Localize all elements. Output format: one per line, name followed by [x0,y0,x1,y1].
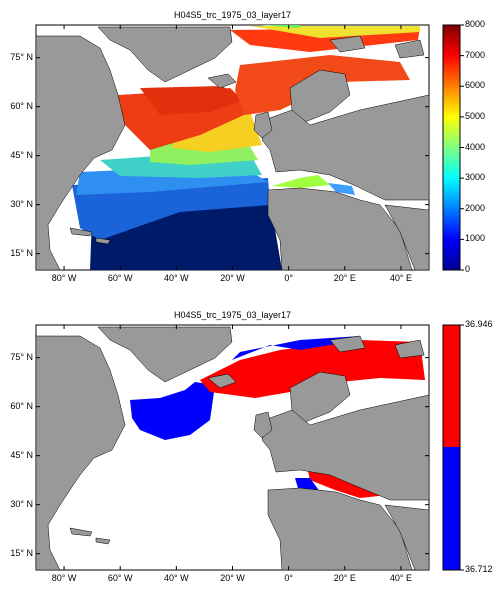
y-tick-label: 45° N [10,449,33,460]
x-tick-label: 40° E [389,573,412,583]
blue-region-labrador [130,382,215,440]
x-tick-label: 80° W [51,573,77,583]
y-tick-label: 75° N [10,351,33,362]
chart-2-title: H04S5_trc_1975_03_layer17 [173,310,292,320]
x-tick-label: 40° W [164,273,189,283]
x-tick-label: 80° W [51,273,77,283]
colorbar-tick-label: 4000 [465,141,486,152]
colorbar-1-gradient [442,24,461,271]
x-tick-label: 40° E [389,273,412,283]
colorbar-tick-label: 3000 [465,172,486,183]
colorbar-2-high-class [443,325,460,447]
colorbar-tick-label: 36.712 [465,564,493,574]
y-tick-label: 60° N [10,100,33,111]
colorbar-tick-label: 6000 [465,80,486,91]
x-ticks-2 [63,325,402,570]
colorbar-tick-label: 36.946 [465,319,493,329]
y-tick-label: 60° N [10,400,33,411]
y-ticks-2 [36,357,429,555]
colorbar-tick-label: 0 [465,264,471,274]
tracer-field-1 [72,25,420,270]
y-tick-label: 30° N [10,198,33,209]
colorbar-tick-label: 5000 [465,110,486,121]
blue-region-arctic-edge [232,336,360,360]
y-tick-label: 15° N [10,547,33,558]
x-tick-label: 60° W [107,273,133,283]
map-panel-1 [35,24,430,271]
colorbar-tick-label: 1000 [465,233,486,244]
land-1 [36,26,429,270]
y-tick-label: 75° N [10,51,33,62]
x-tick-label: 20° W [220,573,245,583]
colorbar-2-low-class [443,447,460,570]
colorbar-tick-label: 8000 [465,19,486,29]
x-tick-label: 0° [284,273,293,283]
map-panel-2 [35,324,430,571]
colorbar-tick-label: 7000 [465,49,486,60]
x-tick-label: 20° E [333,273,356,283]
y-tick-label: 30° N [10,498,33,509]
chart-1-title: H04S5_trc_1975_03_layer17 [173,10,292,20]
y-tick-label: 15° N [10,247,33,258]
x-tick-label: 20° W [220,273,245,283]
colorbar-2 [442,324,464,571]
colorbar-2-ticks [460,324,464,571]
colorbar-tick-label: 2000 [465,202,486,213]
y-tick-label: 45° N [10,149,33,160]
x-tick-label: 0° [284,573,293,583]
x-tick-label: 40° W [164,573,189,583]
colorbar-1 [442,24,464,271]
colorbar-1-ticks [460,24,464,271]
red-region-arctic [200,340,425,398]
x-tick-label: 20° E [333,573,356,583]
land-2 [36,326,429,570]
x-ticks-1 [63,25,402,270]
y-ticks-1 [36,57,429,255]
x-tick-label: 60° W [107,573,133,583]
